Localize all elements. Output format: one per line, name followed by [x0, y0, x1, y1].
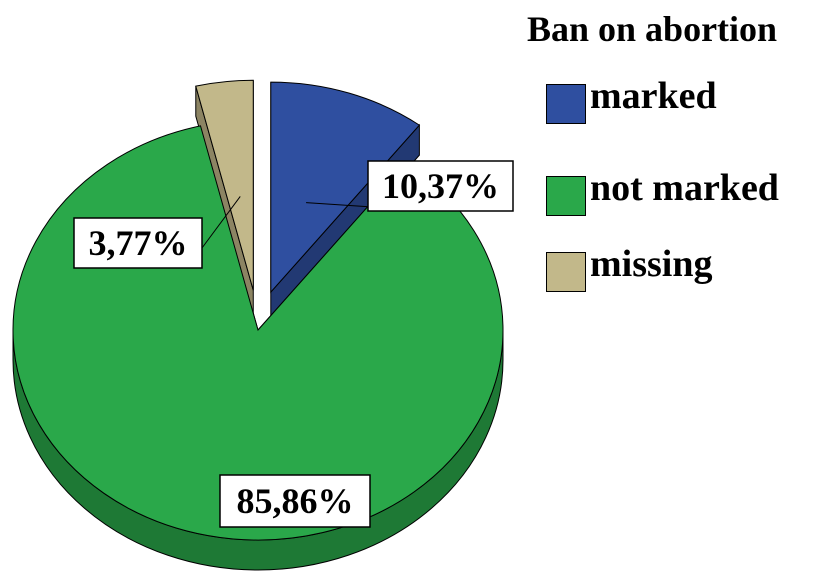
legend-swatch-marked: [546, 84, 586, 124]
data-label-marked: 10,37%: [382, 166, 499, 206]
data-label-not-marked: 85,86%: [237, 481, 354, 521]
data-label-box-not-marked: [219, 474, 371, 528]
legend-label-missing: missing: [590, 243, 713, 285]
data-label-box-marked: [367, 160, 514, 212]
legend-label-not-marked: not marked: [590, 167, 779, 209]
legend-title: Ban on abortion: [527, 9, 778, 49]
slice-top-group: [12, 79, 504, 541]
data-label-group: 10,37% 85,86% 3,77%: [73, 160, 514, 528]
data-label-box-missing: [73, 217, 203, 269]
leader-line-missing: [201, 196, 241, 249]
legend-swatch-missing: [546, 252, 586, 292]
legend-swatch-not-marked: [546, 176, 586, 216]
data-label-missing: 3,77%: [89, 223, 188, 263]
legend-label-marked: marked: [590, 75, 717, 117]
slice-missing: [195, 79, 254, 291]
slice-marked: [270, 81, 421, 294]
